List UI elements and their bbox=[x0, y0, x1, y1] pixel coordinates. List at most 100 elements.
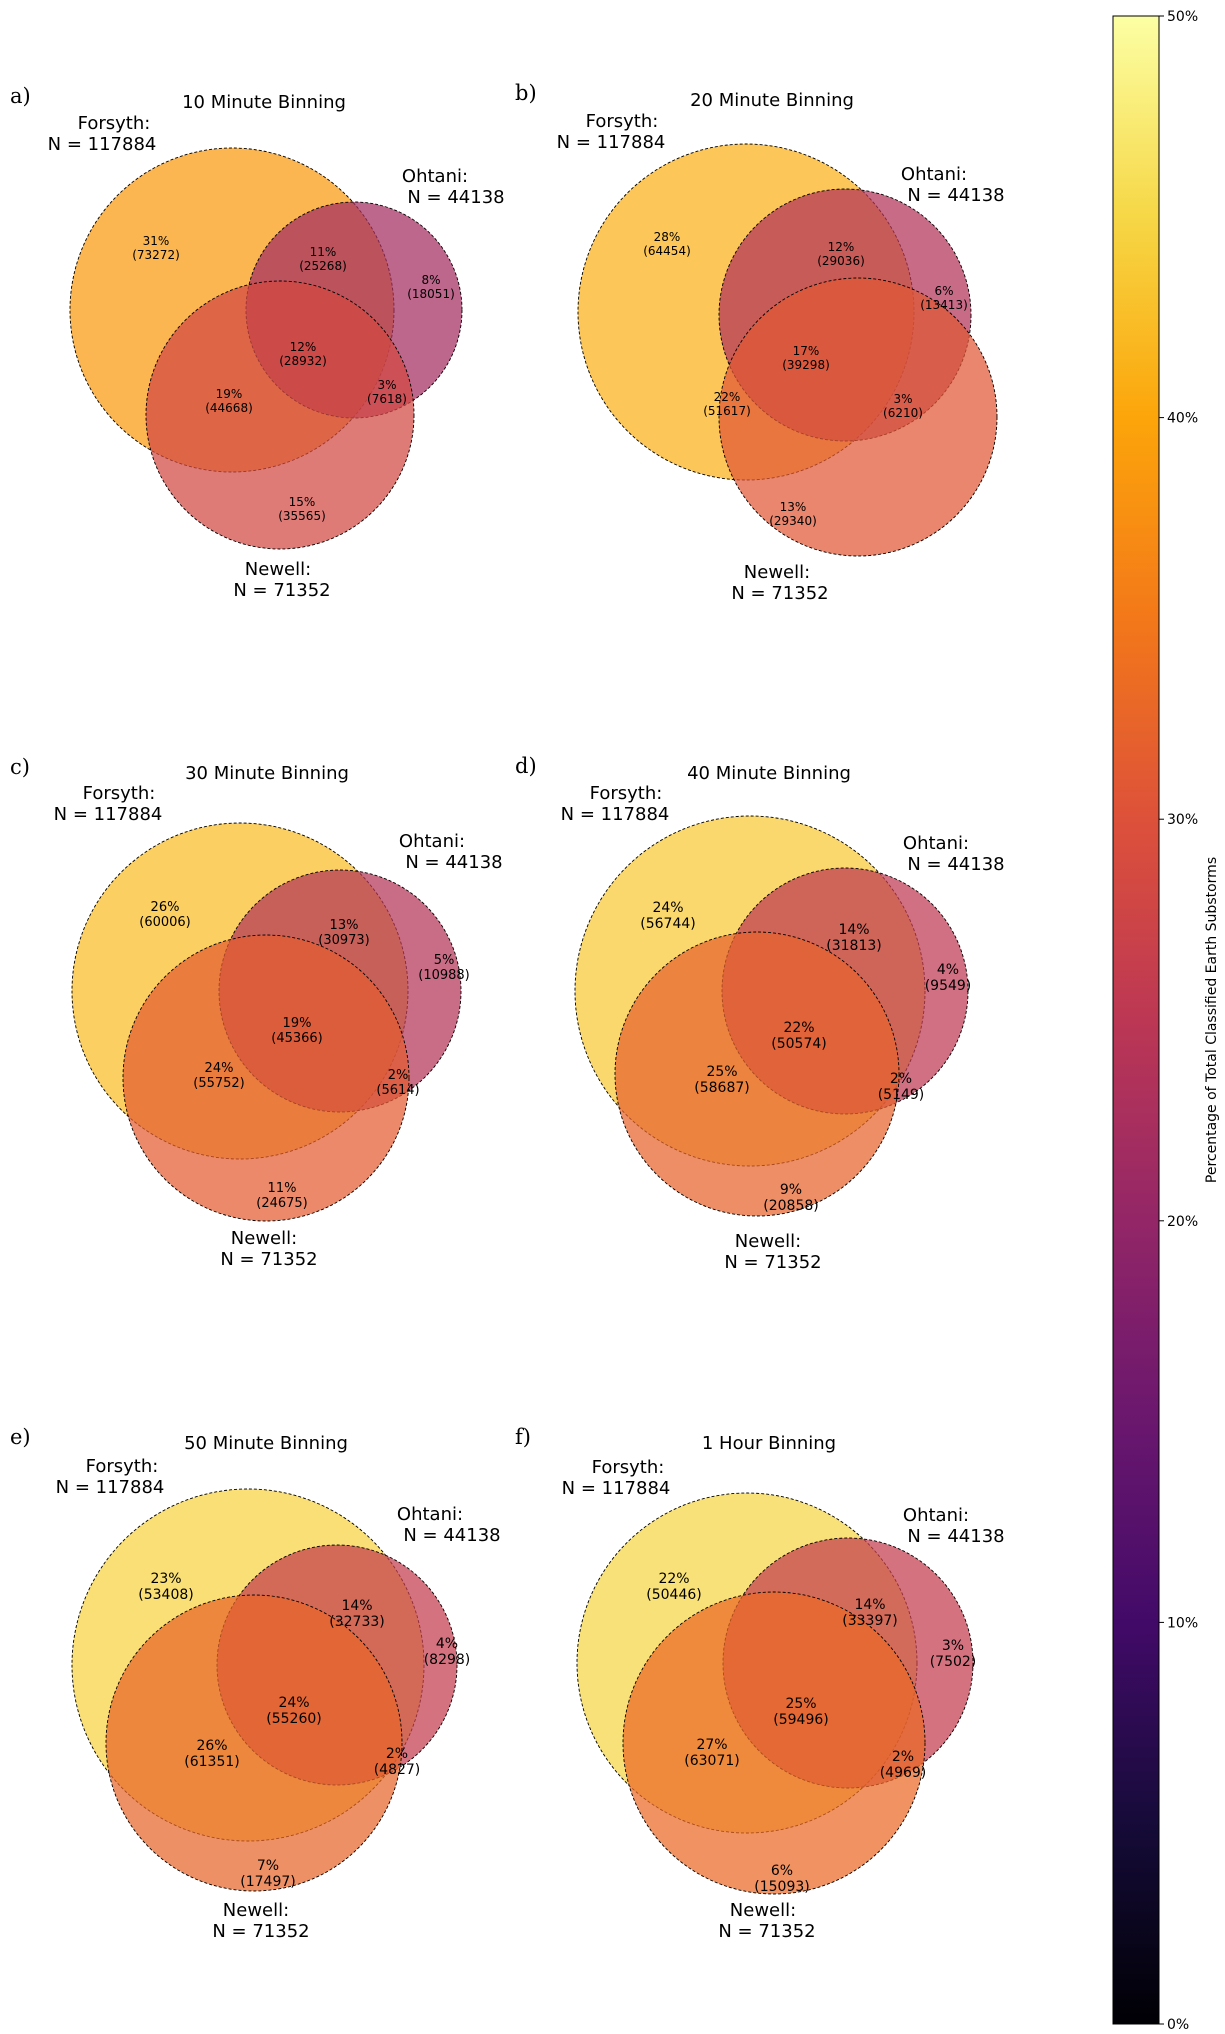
region-count-forsyth-only: (56744) bbox=[640, 916, 695, 932]
region-count-newell-only: (24675) bbox=[256, 1196, 308, 1211]
ohtani-set-label: Ohtani: bbox=[402, 166, 468, 187]
region-count-newell-only: (17497) bbox=[240, 1874, 295, 1890]
region-count-all-three: (28932) bbox=[279, 354, 327, 368]
colorbar-tick-label: 10% bbox=[1167, 1615, 1198, 1631]
region-count-forsyth-newell: (44668) bbox=[205, 401, 253, 415]
region-percent-forsyth-newell: 26% bbox=[196, 1738, 227, 1754]
region-percent-forsyth-ohtani: 11% bbox=[310, 245, 337, 259]
region-percent-forsyth-only: 22% bbox=[658, 1571, 689, 1587]
forsyth-set-label: Forsyth: bbox=[83, 783, 156, 804]
region-percent-newell-only: 7% bbox=[257, 1858, 279, 1874]
region-percent-ohtani-newell: 3% bbox=[377, 378, 396, 392]
colorbar bbox=[1112, 15, 1160, 2025]
region-percent-forsyth-only: 26% bbox=[151, 900, 180, 915]
venn-panel: b) 20 Minute Binning Forsyth:N = 117884 Oht… bbox=[515, 81, 1005, 604]
region-percent-ohtani-newell: 3% bbox=[893, 392, 912, 406]
colorbar-tick-label: 0% bbox=[1167, 2017, 1189, 2033]
region-count-newell-only: (35565) bbox=[278, 509, 326, 523]
newell-set-label: Newell: bbox=[730, 1900, 796, 1921]
region-percent-ohtani-only: 6% bbox=[934, 284, 953, 298]
region-percent-all-three: 22% bbox=[783, 1020, 814, 1036]
newell-set-label: Newell: bbox=[223, 1900, 289, 1921]
region-percent-ohtani-newell: 2% bbox=[386, 1746, 408, 1762]
panel-letter: e) bbox=[10, 1425, 31, 1449]
region-count-ohtani-newell: (5614) bbox=[376, 1083, 419, 1098]
forsyth-set-label: N = 117884 bbox=[48, 134, 157, 155]
colorbar-tick-label: 20% bbox=[1167, 1214, 1198, 1230]
newell-set-label: N = 71352 bbox=[233, 580, 330, 601]
ohtani-set-label: N = 44138 bbox=[405, 852, 502, 873]
ohtani-set-label: N = 44138 bbox=[403, 1525, 500, 1546]
region-count-newell-only: (20858) bbox=[763, 1198, 818, 1214]
colorbar-tick-label: 40% bbox=[1167, 411, 1198, 427]
ohtani-set-label: Ohtani: bbox=[399, 831, 465, 852]
forsyth-set-label: N = 117884 bbox=[561, 804, 670, 825]
ohtani-set-label: N = 44138 bbox=[907, 1526, 1004, 1547]
ohtani-set-label: Ohtani: bbox=[901, 164, 967, 185]
region-percent-forsyth-only: 24% bbox=[652, 900, 683, 916]
forsyth-set-label: N = 117884 bbox=[56, 1477, 165, 1498]
ohtani-set-label: N = 44138 bbox=[907, 854, 1004, 875]
newell-set-label: Newell: bbox=[744, 562, 810, 583]
region-percent-forsyth-only: 31% bbox=[143, 234, 170, 248]
region-percent-ohtani-only: 4% bbox=[436, 1636, 458, 1652]
region-count-ohtani-only: (18051) bbox=[407, 287, 455, 301]
ohtani-set-label: N = 44138 bbox=[907, 185, 1004, 206]
panel-title: 20 Minute Binning bbox=[690, 90, 854, 111]
region-count-forsyth-newell: (58687) bbox=[694, 1080, 749, 1096]
region-percent-ohtani-only: 8% bbox=[421, 273, 440, 287]
newell-set-label: N = 71352 bbox=[718, 1921, 815, 1942]
region-count-forsyth-ohtani: (29036) bbox=[817, 254, 865, 268]
region-count-forsyth-ohtani: (31813) bbox=[826, 938, 881, 954]
region-count-forsyth-ohtani: (30973) bbox=[318, 933, 370, 948]
newell-set-label: Newell: bbox=[245, 559, 311, 580]
region-percent-forsyth-newell: 25% bbox=[706, 1064, 737, 1080]
forsyth-set-label: Forsyth: bbox=[592, 1457, 665, 1478]
panel-letter: f) bbox=[515, 1425, 531, 1449]
panel-title: 50 Minute Binning bbox=[184, 1433, 348, 1454]
panel-title: 1 Hour Binning bbox=[702, 1433, 836, 1454]
ohtani-set-label: Ohtani: bbox=[397, 1504, 463, 1525]
region-percent-all-three: 25% bbox=[785, 1696, 816, 1712]
panel-letter: c) bbox=[10, 755, 30, 779]
region-count-forsyth-newell: (51617) bbox=[703, 404, 751, 418]
region-count-ohtani-newell: (4827) bbox=[374, 1762, 421, 1778]
venn-panel: d) 40 Minute Binning Forsyth:N = 117884 Oht… bbox=[515, 754, 1005, 1273]
region-percent-forsyth-ohtani: 13% bbox=[330, 918, 359, 933]
forsyth-set-label: Forsyth: bbox=[586, 111, 659, 132]
region-percent-newell-only: 6% bbox=[771, 1863, 793, 1879]
region-count-forsyth-only: (64454) bbox=[643, 244, 691, 258]
newell-set-label: N = 71352 bbox=[731, 583, 828, 604]
region-percent-forsyth-only: 23% bbox=[150, 1571, 181, 1587]
panel-title: 30 Minute Binning bbox=[185, 763, 349, 784]
region-count-ohtani-only: (9549) bbox=[925, 978, 972, 994]
region-percent-forsyth-ohtani: 14% bbox=[341, 1598, 372, 1614]
region-percent-forsyth-newell: 27% bbox=[696, 1737, 727, 1753]
region-count-ohtani-newell: (7618) bbox=[367, 392, 407, 406]
region-percent-newell-only: 11% bbox=[268, 1181, 297, 1196]
region-count-all-three: (59496) bbox=[773, 1712, 828, 1728]
panel-letter: d) bbox=[515, 754, 537, 778]
region-count-all-three: (45366) bbox=[271, 1031, 323, 1046]
venn-panel: a) 10 Minute Binning Forsyth:N = 117884 Oht… bbox=[10, 84, 505, 601]
region-count-forsyth-only: (60006) bbox=[139, 915, 191, 930]
region-count-ohtani-newell: (4969) bbox=[880, 1765, 927, 1781]
region-percent-ohtani-only: 4% bbox=[937, 962, 959, 978]
region-percent-ohtani-newell: 2% bbox=[892, 1749, 914, 1765]
forsyth-set-label: N = 117884 bbox=[557, 132, 666, 153]
region-count-forsyth-only: (73272) bbox=[132, 248, 180, 262]
newell-circle bbox=[145, 280, 415, 550]
region-count-newell-only: (29340) bbox=[769, 514, 817, 528]
region-percent-all-three: 19% bbox=[283, 1016, 312, 1031]
region-count-ohtani-newell: (5149) bbox=[878, 1087, 925, 1103]
region-count-all-three: (50574) bbox=[771, 1036, 826, 1052]
region-count-forsyth-ohtani: (33397) bbox=[842, 1613, 897, 1629]
region-count-forsyth-newell: (61351) bbox=[184, 1754, 239, 1770]
region-percent-newell-only: 9% bbox=[780, 1182, 802, 1198]
region-percent-ohtani-only: 3% bbox=[942, 1638, 964, 1654]
colorbar-label: Percentage of Total Classified Earth Sub… bbox=[1204, 857, 1220, 1183]
forsyth-set-label: Forsyth: bbox=[590, 783, 663, 804]
forsyth-set-label: Forsyth: bbox=[78, 113, 151, 134]
region-percent-forsyth-ohtani: 12% bbox=[828, 240, 855, 254]
